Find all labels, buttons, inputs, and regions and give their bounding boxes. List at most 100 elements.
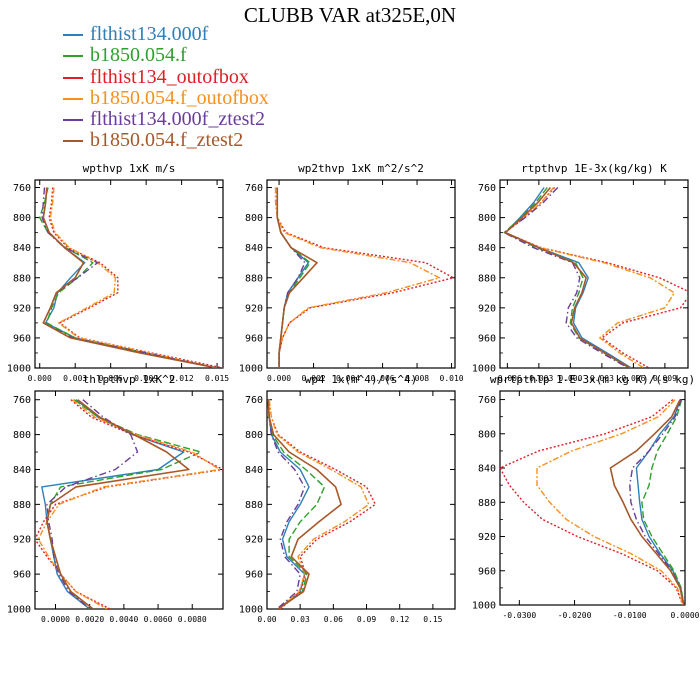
y-tick-label: 840 — [13, 243, 31, 254]
y-tick-label: 840 — [245, 465, 263, 476]
x-tick-label: 0.009 — [653, 374, 677, 383]
x-tick-label: 0.0000 — [671, 611, 700, 620]
legend-swatch — [63, 140, 83, 143]
x-tick-label: -0.0100 — [613, 611, 647, 620]
x-tick-label: 0.06 — [324, 615, 343, 624]
x-tick-label: 0.012 — [170, 374, 194, 383]
series-line — [48, 187, 223, 368]
x-tick-label: 0.006 — [99, 374, 123, 383]
y-tick-label: 960 — [13, 333, 31, 344]
x-tick-label: 0.0000 — [41, 615, 70, 624]
y-tick-label: 1000 — [7, 364, 31, 375]
series-line — [267, 399, 326, 609]
y-tick-label: 960 — [245, 333, 263, 344]
y-tick-label: 880 — [478, 498, 496, 509]
legend-label: b1850.054.f_outofbox — [90, 86, 269, 109]
y-tick-label: 800 — [13, 430, 31, 441]
y-tick-label: 960 — [478, 333, 496, 344]
series-line — [268, 399, 377, 609]
plot-frame — [34, 179, 224, 369]
x-tick-label: -0.003 — [524, 374, 553, 383]
panel-title: wp4 1x(m^4)/(s^4) — [305, 373, 418, 386]
x-tick-label: 0.03 — [291, 615, 310, 624]
plot-frame — [266, 179, 456, 369]
series-line — [39, 187, 218, 368]
x-tick-label: 0.006 — [621, 374, 645, 383]
x-tick-label: -0.006 — [493, 374, 522, 383]
chart-panel: wpthvp 1xK m/s76080084088092096010000.00… — [7, 162, 229, 383]
x-tick-label: 0.0020 — [75, 615, 104, 624]
panel-title: wp2thvp 1xK m^2/s^2 — [298, 162, 424, 175]
series-line — [46, 399, 202, 609]
series-group — [503, 186, 688, 368]
series-group — [35, 399, 223, 609]
y-tick-label: 1000 — [239, 364, 263, 375]
series-line — [46, 399, 139, 609]
chart-panel: wp2thvp 1xK m^2/s^2 760 800 840 880 920 960 100… — [239, 162, 464, 383]
plot-frame — [499, 179, 689, 369]
x-tick-label: 0.000 — [28, 374, 52, 383]
panel-title: rtpthvp 1E-3x(kg/kg) K — [521, 162, 667, 175]
x-tick-label: 0.000 — [267, 374, 291, 383]
y-tick-label: 880 — [245, 273, 263, 284]
x-tick-label: 0.010 — [440, 374, 464, 383]
series-line — [41, 187, 218, 368]
series-line — [500, 399, 684, 605]
series-line — [267, 399, 342, 609]
series-line — [268, 399, 370, 609]
series-line — [37, 399, 221, 609]
x-tick-label: 0.004 — [336, 374, 360, 383]
legend-label: flthist134.000f — [90, 23, 209, 45]
series-line — [609, 399, 685, 605]
y-tick-label: 1000 — [472, 364, 496, 375]
y-tick-label: 800 — [245, 213, 263, 224]
y-tick-label: 920 — [13, 303, 31, 314]
x-tick-label: 0.003 — [590, 374, 614, 383]
y-tick-label: 840 — [478, 243, 496, 254]
legend-label: flthist134.000f_ztest2 — [90, 108, 265, 131]
series-line — [504, 187, 675, 368]
chart-panel: rtpthvp 1E-3x(kg/kg) K 760 800 840 880 920 960… — [472, 162, 689, 383]
series-group — [39, 187, 223, 368]
series-line — [276, 187, 318, 368]
y-tick-label: 840 — [478, 464, 496, 475]
plot-frame — [266, 390, 456, 610]
series-line — [629, 399, 685, 605]
legend-swatch — [63, 119, 83, 122]
x-tick-label: 0.009 — [134, 374, 158, 383]
legend-label: b1850.054.f_ztest2 — [90, 129, 244, 152]
y-tick-label: 880 — [13, 273, 31, 284]
series-group — [500, 399, 685, 605]
y-tick-label: 880 — [13, 500, 31, 511]
x-tick-label: 0.008 — [405, 374, 429, 383]
series-line — [42, 187, 218, 368]
panel-title: wpthvp 1xK m/s — [83, 162, 176, 175]
chart-panel: wp4 1x(m^4)/(s^4)76080084088092096010000… — [239, 373, 456, 624]
series-line — [42, 187, 218, 368]
series-group — [267, 399, 377, 609]
y-tick-label: 760 — [245, 395, 263, 406]
x-tick-label: 0.003 — [63, 374, 87, 383]
y-tick-label: 920 — [245, 535, 263, 546]
x-tick-label: 0.12 — [390, 615, 409, 624]
x-tick-label: 0.000 — [558, 374, 582, 383]
figure-title: CLUBB VAR at325E,0N — [243, 3, 457, 27]
y-tick-label: 760 — [13, 183, 31, 194]
x-tick-label: 0.006 — [371, 374, 395, 383]
legend-swatch — [63, 76, 83, 79]
y-tick-label: 880 — [245, 500, 263, 511]
x-tick-label: 0.09 — [357, 615, 376, 624]
y-tick-label: 760 — [478, 395, 496, 406]
y-tick-label: 840 — [245, 243, 263, 254]
series-line — [46, 399, 190, 609]
legend-label: flthist134_outofbox — [90, 65, 249, 88]
y-tick-label: 760 — [478, 183, 496, 194]
x-tick-label: -0.0300 — [502, 611, 536, 620]
x-tick-label: 0.00 — [257, 615, 276, 624]
x-tick-label: 0.002 — [302, 374, 326, 383]
y-tick-label: 920 — [478, 303, 496, 314]
y-tick-label: 1000 — [7, 605, 31, 616]
series-line — [274, 187, 441, 368]
y-tick-label: 800 — [478, 213, 496, 224]
